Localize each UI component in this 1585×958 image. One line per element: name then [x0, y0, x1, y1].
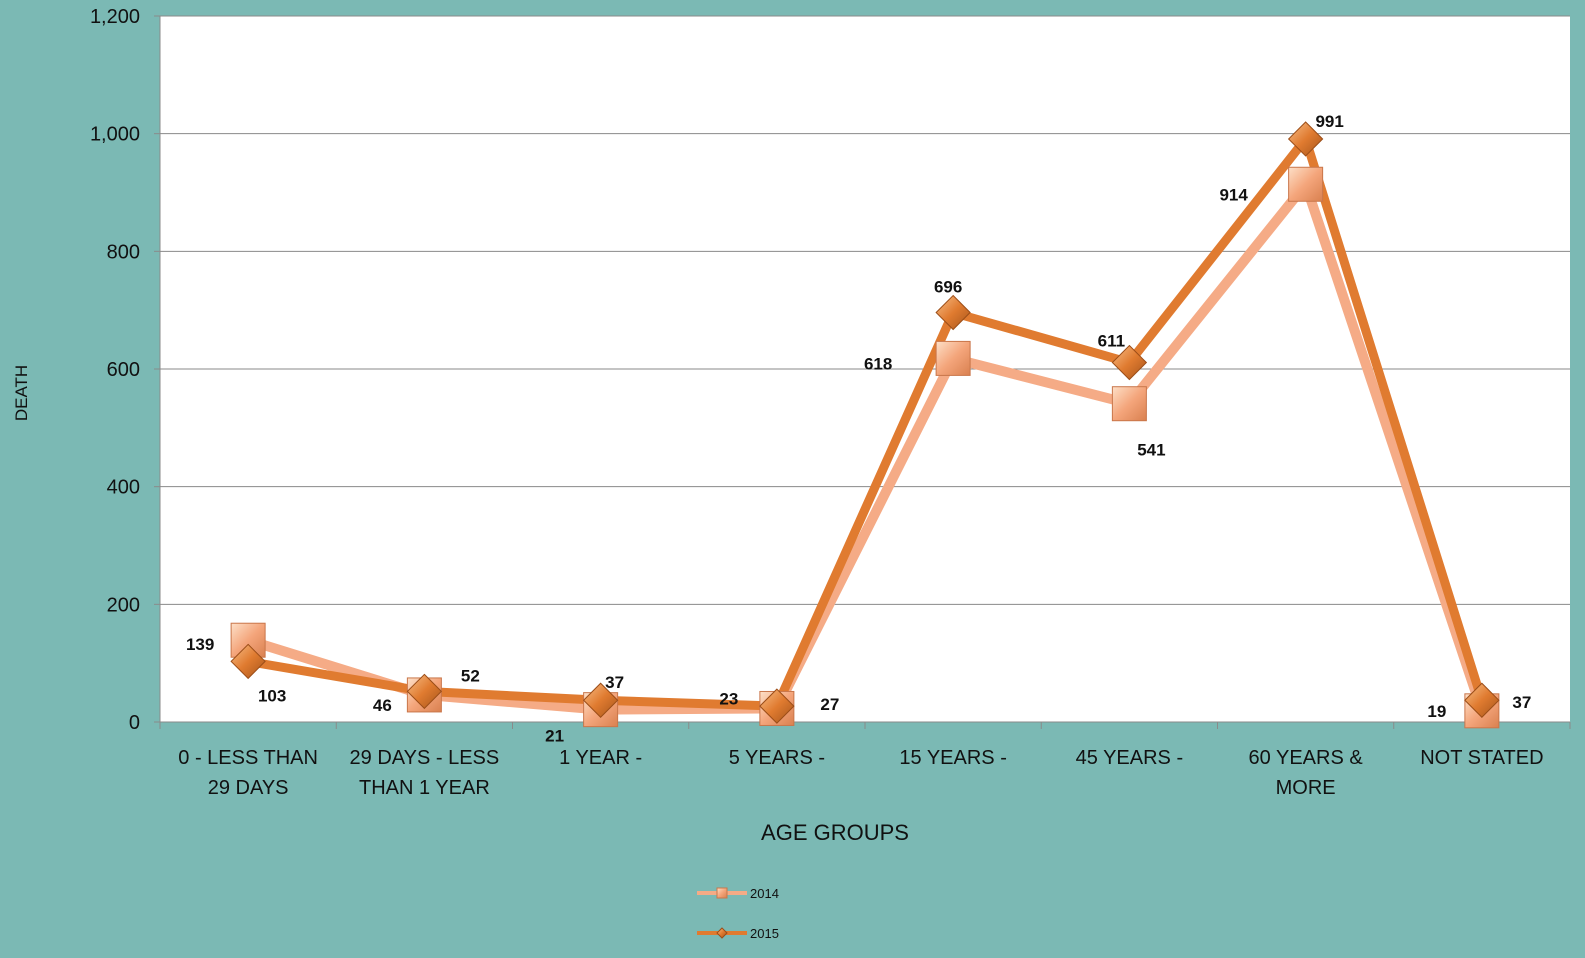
y-tick-label: 200 [107, 594, 140, 616]
data-point-2015 [1287, 121, 1324, 157]
data-point-2015 [1111, 344, 1148, 381]
y-tick-label: 600 [107, 359, 140, 381]
legend-marker-2015 [716, 927, 728, 939]
x-tick-label: 60 YEARS & MORE [1249, 747, 1364, 799]
data-labels: 139 46 21 23 618 541 914 19 103 52 37 27 696 611 991 37 [186, 112, 1531, 746]
data-label-2015: 611 [1098, 332, 1125, 351]
x-tick-label: 45 YEARS - [1076, 747, 1183, 769]
data-label-2014: 914 [1219, 185, 1248, 204]
data-point-2015 [1464, 682, 1500, 718]
data-label-2014: 618 [864, 354, 892, 373]
data-label-2014: 19 [1427, 702, 1446, 721]
x-tick-label: 15 YEARS - [899, 747, 1006, 769]
data-point-2014 [935, 340, 971, 376]
y-tick-label: 400 [107, 477, 140, 499]
y-tick-label: 0 [129, 712, 140, 734]
y-axis-title: DEATH [12, 365, 31, 421]
data-point-2015 [406, 673, 443, 710]
data-label-2015: 991 [1315, 112, 1343, 131]
data-label-2014: 21 [545, 727, 564, 746]
data-label-2015: 37 [1512, 693, 1531, 712]
x-tick-label: 5 YEARS - [729, 747, 825, 769]
x-tick-label: 1 YEAR - [559, 747, 642, 769]
data-label-2014: 541 [1137, 441, 1165, 460]
series [230, 121, 1500, 729]
data-label-2015: 27 [820, 695, 839, 714]
y-tick-label: 1,200 [90, 6, 140, 28]
data-label-2015: 696 [934, 278, 962, 297]
data-label-2014: 23 [719, 689, 738, 708]
x-tick-label: 0 - LESS THAN 29 DAYS [178, 747, 318, 799]
x-axis-title: AGE GROUPS [761, 820, 909, 845]
y-tick-label: 800 [107, 241, 140, 263]
legend-label-2015: 2015 [750, 926, 779, 941]
legend-marker-2014 [716, 887, 728, 899]
series-line-2014 [243, 179, 1487, 716]
x-tick-label: 29 DAYS - LESS THAN 1 YEAR [350, 747, 500, 799]
data-label-2015: 52 [461, 666, 480, 685]
data-point-2015 [759, 688, 795, 724]
x-tick-label: NOT STATED [1420, 747, 1543, 769]
data-point-2014 [1288, 166, 1324, 202]
data-label-2015: 103 [258, 686, 286, 705]
legend: 2014 2015 [697, 886, 779, 941]
data-point-2015 [935, 294, 971, 331]
data-point-2015 [582, 682, 619, 718]
data-label-2015: 37 [605, 673, 624, 692]
data-point-2015 [230, 643, 266, 680]
data-point-2014 [1111, 386, 1147, 422]
series-line-2015 [243, 134, 1487, 711]
data-label-2014: 139 [186, 635, 214, 654]
data-label-2014: 46 [373, 696, 392, 715]
y-tick-label: 1,000 [90, 124, 140, 146]
axes: 0 200 400 600 800 1,000 1,200 0 - LESS THAN 29 D… [90, 6, 1571, 799]
legend-label-2014: 2014 [750, 886, 779, 901]
